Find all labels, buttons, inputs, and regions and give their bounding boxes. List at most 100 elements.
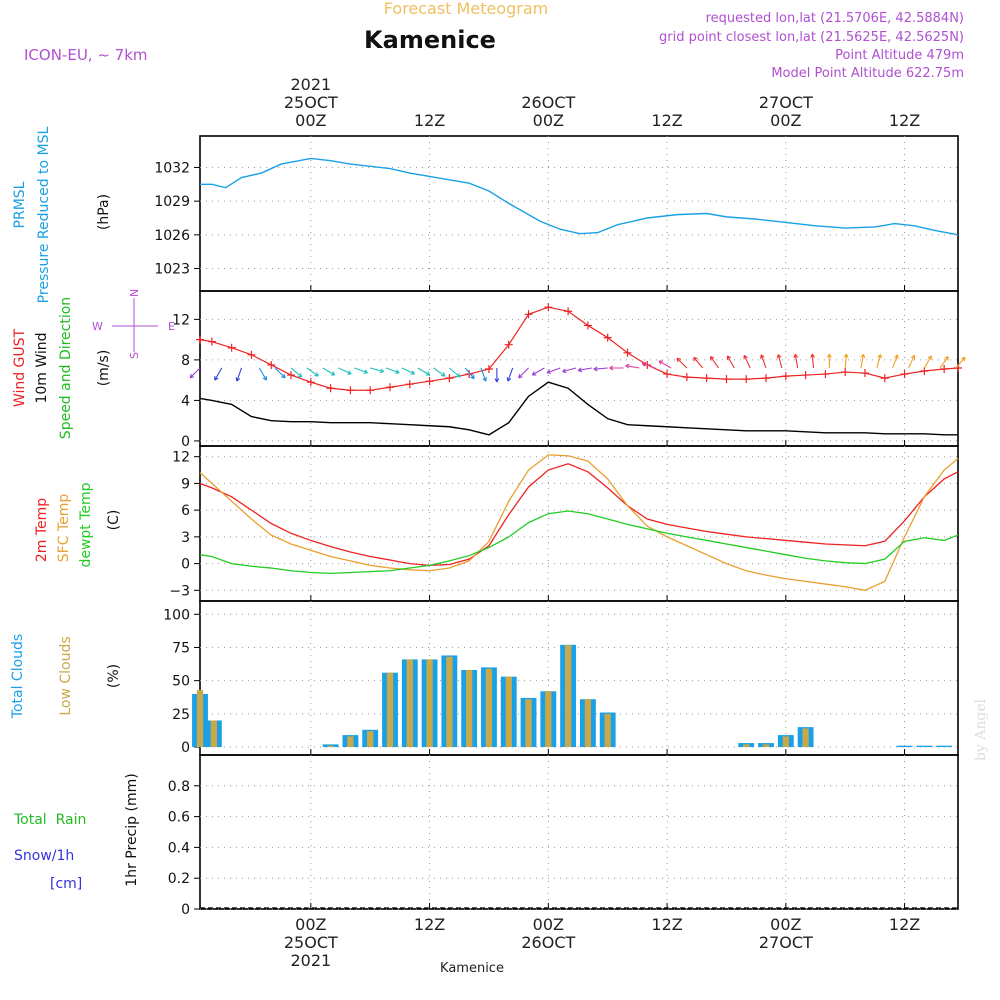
- series-2m-temp: [199, 463, 959, 567]
- wind-direction-arrow: [433, 367, 446, 377]
- top-time-label: 00Z: [295, 111, 326, 130]
- wind-direction-arrow: [546, 367, 561, 374]
- panel-frame: [199, 600, 959, 756]
- bar-low-clouds: [196, 689, 204, 748]
- gust-marker: [484, 365, 493, 374]
- top-time-label: 12Z: [889, 111, 920, 130]
- top-time-label: 00Z: [533, 111, 564, 130]
- wind-direction-arrow: [609, 365, 624, 371]
- bar-low-clouds: [446, 656, 453, 748]
- bar-low-clouds: [545, 691, 552, 748]
- gust-marker: [504, 340, 513, 349]
- top-time-label: 12Z: [651, 111, 682, 130]
- wind-direction-arrow: [709, 356, 719, 369]
- gust-marker: [663, 370, 672, 379]
- wind-direction-arrow: [939, 356, 949, 369]
- wind-direction-arrow: [843, 353, 849, 369]
- y-tick-label: 9: [181, 476, 190, 492]
- wind-direction-arrow: [743, 354, 751, 369]
- wind-direction-arrow: [593, 366, 608, 372]
- bar-low-clouds: [210, 720, 218, 748]
- model-altitude: Model Point Altitude 622.75m: [771, 66, 964, 81]
- y-tick-label: 8: [181, 353, 190, 369]
- bottom-time-label: 00Z: [533, 915, 564, 934]
- panel-frame: [199, 290, 959, 447]
- bar-low-clouds: [604, 713, 611, 748]
- y-tick-label: 0: [181, 740, 190, 756]
- clouds-unit: (%): [106, 664, 122, 688]
- bar-low-clouds: [426, 659, 433, 748]
- credit-text: by Angel: [973, 698, 989, 761]
- gust-marker: [860, 369, 869, 378]
- compass-icon: W E N S: [92, 289, 175, 359]
- bar-low-clouds: [743, 744, 750, 748]
- gust-marker: [564, 307, 573, 316]
- snow-unit: [cm]: [50, 876, 82, 892]
- wind-direction-arrow: [214, 367, 223, 381]
- bar-low-clouds: [465, 670, 473, 748]
- panel-frame: [199, 754, 959, 910]
- gust-marker: [405, 380, 414, 389]
- snow-label: Snow/1h: [14, 848, 74, 864]
- precip-unit: 1hr Precip (mm): [124, 773, 140, 886]
- wind-direction-arrow: [776, 354, 783, 369]
- compass-n: N: [128, 289, 141, 297]
- wind-direction-arrow: [274, 367, 286, 379]
- wind-panel: 0 4 8 12: [172, 290, 966, 450]
- bar-low-clouds: [347, 736, 354, 748]
- wind-direction-arrow: [826, 353, 832, 368]
- wind-direction-arrow: [189, 367, 201, 379]
- series-sfc-temp: [199, 454, 959, 591]
- wind-direction-arrow: [693, 356, 704, 369]
- series-prmsl: [200, 157, 959, 236]
- gust-marker: [762, 374, 771, 383]
- bar-low-clouds: [367, 731, 374, 748]
- wind-direction-arrow: [892, 354, 899, 369]
- y-tick-label: 12: [172, 312, 190, 328]
- bottom-time-label: 25OCT: [284, 933, 338, 952]
- point-altitude: Point Altitude 479m: [835, 48, 964, 63]
- wind-direction-arrow: [370, 367, 385, 374]
- total-clouds-label: Total Clouds: [10, 634, 26, 719]
- wind-direction-arrow: [760, 354, 767, 369]
- wind-direction-arrow: [577, 367, 592, 373]
- wind-direction-arrow: [290, 367, 303, 378]
- wind-direction-arrow: [401, 367, 416, 375]
- wind-direction-arrow: [338, 367, 352, 375]
- bar-low-clouds: [485, 668, 493, 748]
- gust-marker: [900, 370, 909, 379]
- wind-direction-arrow: [726, 355, 735, 369]
- bar-low-clouds: [386, 672, 394, 748]
- pressure-label-prmsl: PRMSL: [12, 181, 28, 228]
- y-tick-label: 75: [172, 640, 190, 656]
- bottom-time-label: 00Z: [770, 915, 801, 934]
- panel-frame: [199, 445, 959, 602]
- gust-marker: [702, 374, 711, 383]
- gust-marker: [196, 335, 204, 344]
- gust-marker: [841, 368, 850, 377]
- wind-direction-arrow: [494, 367, 500, 383]
- wind-direction-arrow: [480, 367, 487, 382]
- bar-total-clouds: [936, 745, 953, 748]
- gust-marker: [940, 365, 949, 374]
- pressure-labels: PRMSL Pressure Reduced to MSL (hPa): [12, 126, 112, 303]
- bottom-time-label: 12Z: [889, 915, 920, 934]
- wind-direction-arrow: [531, 367, 545, 376]
- wind-direction-arrow: [306, 367, 319, 377]
- gust-marker: [425, 377, 434, 386]
- gust-marker: [326, 384, 335, 393]
- gust-marker: [524, 310, 533, 319]
- gust-marker: [267, 360, 276, 369]
- wind-direction-arrow: [658, 360, 672, 369]
- wind-direction-arrow: [793, 353, 799, 369]
- cloud-labels: Total Clouds Low Clouds (%): [10, 634, 122, 719]
- wind-direction-arrow: [464, 367, 475, 380]
- temperature-panel: −3 0 3 6 9 12: [169, 445, 959, 602]
- temp-sfc-label: SFC Temp: [56, 494, 72, 563]
- bar-total-clouds: [896, 745, 913, 748]
- wind-direction-arrow: [449, 367, 461, 378]
- gust-marker: [682, 373, 691, 382]
- footer-location: Kamenice: [440, 961, 504, 976]
- top-time-label: 25OCT: [284, 93, 338, 112]
- y-tick-label: −3: [169, 583, 190, 599]
